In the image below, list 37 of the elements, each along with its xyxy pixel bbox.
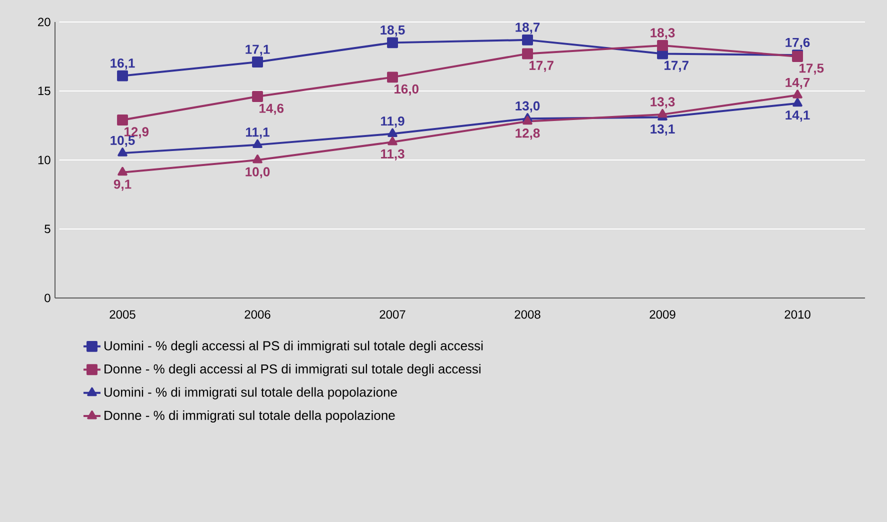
x-tick-label: 2007	[380, 310, 406, 319]
data-label: 17,1	[246, 44, 270, 56]
y-tick-label: 15	[38, 86, 50, 96]
data-label: 13,1	[650, 124, 675, 136]
legend-label: Uomini - % di immigrati sul totale della popolazione	[104, 387, 397, 400]
data-label: 17,5	[800, 64, 824, 75]
x-tick-label: 2008	[514, 310, 540, 319]
data-label: 13,3	[650, 97, 675, 108]
data-label: 11,1	[246, 128, 270, 139]
x-tick-label: 2005	[110, 310, 136, 319]
data-label: 10,0	[246, 167, 270, 178]
y-tick-label: 10	[38, 156, 50, 164]
y-tick-label: 0	[44, 294, 50, 302]
data-label: 13,0	[516, 101, 540, 112]
data-label: 11,9	[381, 116, 404, 128]
data-label: 18,7	[516, 22, 540, 34]
data-label: 14,6	[260, 104, 284, 115]
data-label: 17,6	[786, 38, 810, 49]
legend-label: Donne - % di immigrati sul totale della popolazione	[104, 410, 395, 423]
x-tick-label: 2009	[650, 310, 676, 319]
legend-label: Donne - % degli accessi al PS di immigrati sul totale degli accessi	[104, 364, 480, 376]
y-tick-label: 20	[38, 18, 50, 26]
data-label: 17,7	[530, 60, 554, 72]
data-label: 12,8	[516, 128, 540, 140]
data-label: 17,7	[664, 60, 688, 72]
data-label: 14,1	[786, 110, 810, 122]
legend-label: Uomini - % degli accessi al PS di immigrati sul totale degli accessi	[104, 340, 483, 353]
data-label: 18,3	[650, 28, 675, 40]
data-label: 9,1	[114, 180, 132, 191]
y-tick-label: 5	[44, 224, 50, 234]
x-tick-label: 2010	[784, 310, 810, 319]
data-label: 14,7	[786, 78, 810, 89]
data-label: 16,0	[394, 84, 418, 96]
x-tick-label: 2006	[244, 310, 270, 319]
data-label: 18,5	[380, 25, 405, 36]
data-label: 11,3	[381, 149, 404, 160]
data-label: 16,1	[110, 58, 135, 70]
